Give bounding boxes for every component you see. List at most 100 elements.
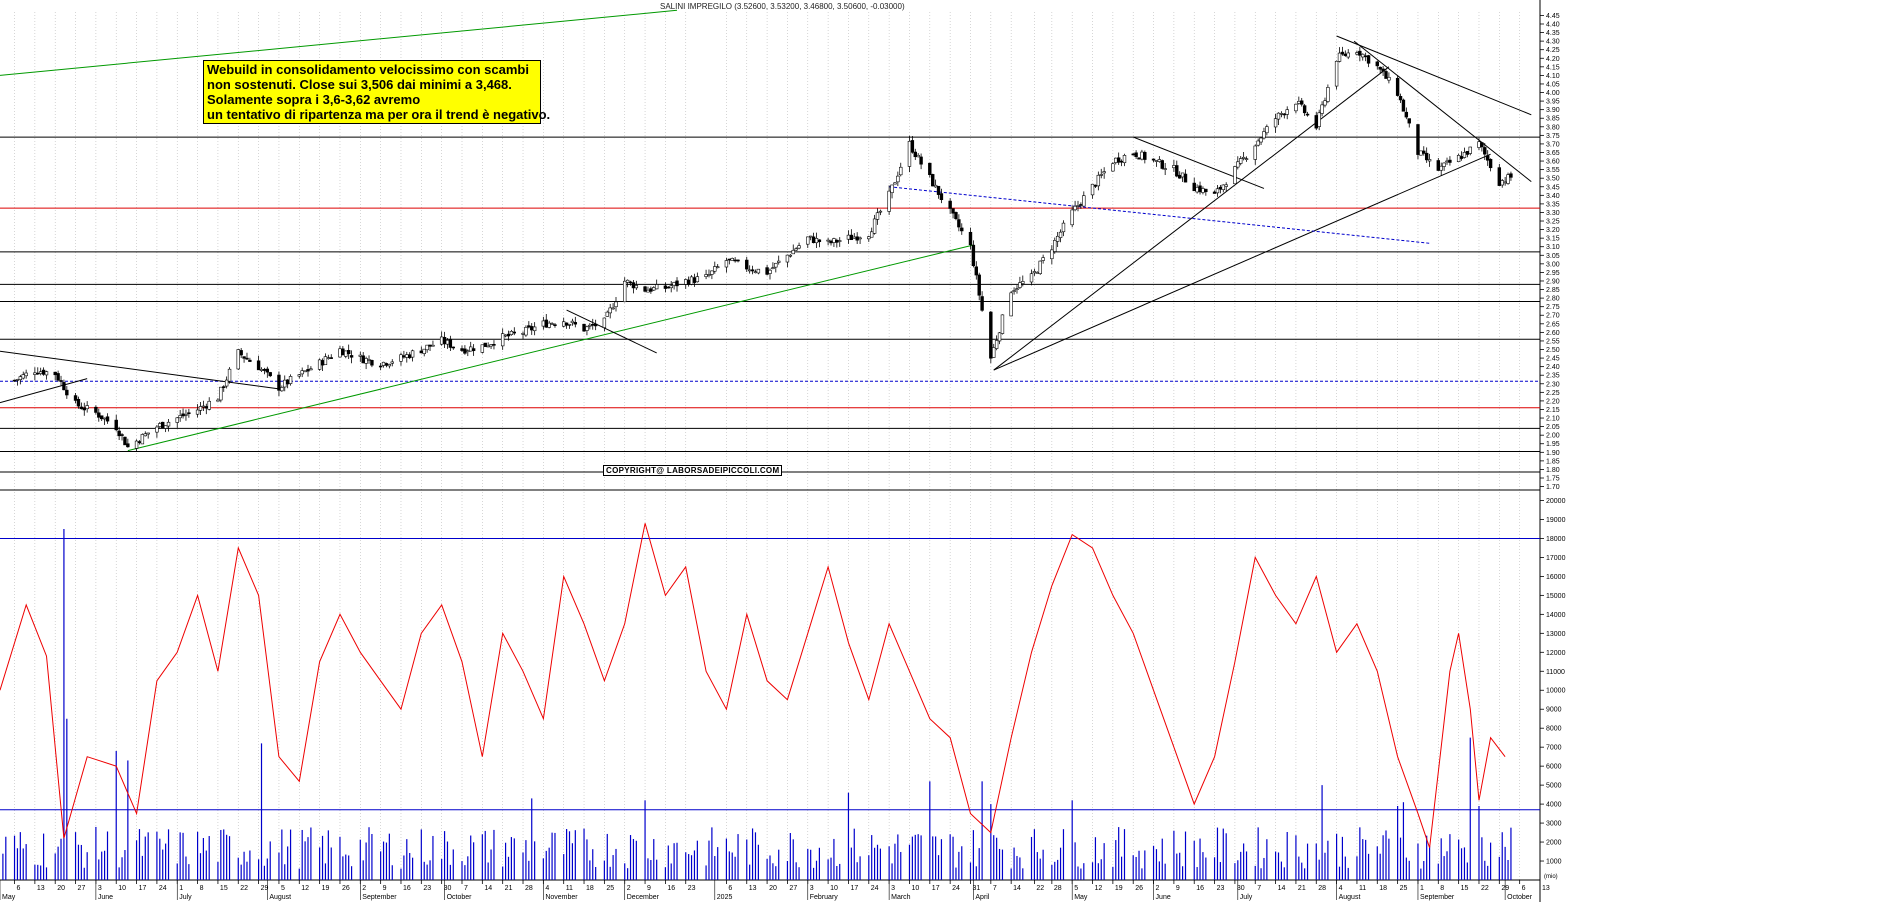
candle [65,386,69,399]
candle-body [1483,147,1487,155]
candle-body [1032,271,1037,274]
candle [18,374,23,385]
price-tick-label: 2.95 [1546,270,1560,277]
candle [1366,54,1371,68]
candle [957,214,961,232]
candle-body [219,386,223,401]
candle-body [686,279,691,285]
volume-tick-label: 16000 [1546,574,1566,581]
candle [1340,46,1345,56]
x-tick-label: 13 [1542,885,1550,892]
candle-body [222,386,226,388]
candle-body [628,281,633,284]
candle [634,280,639,290]
candle [204,403,209,415]
candle [407,352,412,360]
candle-body [445,339,450,345]
candle [997,331,1002,345]
candle [1401,98,1406,112]
x-tick-label: 28 [525,885,533,892]
x-tick-label: 10 [830,885,838,892]
candle [1233,166,1237,185]
candle-body [1096,174,1101,187]
candle [506,330,511,341]
candle-body [663,285,668,289]
candle-body [672,282,676,286]
candle-body [323,356,328,366]
candle [1212,190,1217,194]
candle [143,431,147,437]
candle-body [198,406,203,411]
candle-body [745,259,749,270]
candle-body [227,368,232,382]
candle [442,331,447,349]
price-tick-label: 4.20 [1546,56,1560,63]
candle [1326,84,1330,104]
candle-body [1279,113,1284,115]
candle [907,135,912,173]
candle-body [652,287,656,291]
x-tick-label: 10 [911,885,919,892]
candle [747,265,752,274]
candle-body [765,267,769,275]
candle [361,352,365,364]
candle [163,425,168,433]
candle-body [869,231,874,238]
price-tick-label: 3.00 [1546,261,1560,268]
candle [887,185,891,215]
candle-body [968,231,973,246]
candle-body [1480,142,1484,148]
candle [256,355,261,371]
candle [469,341,473,352]
candle-body [989,311,993,359]
candle [1177,171,1182,179]
candle [977,272,981,301]
candle [99,415,104,421]
candle [666,286,671,289]
candle-body [1131,153,1135,156]
candle-body [939,193,944,201]
candle [1102,167,1106,179]
candle [954,211,958,221]
candle-body [448,338,453,348]
candle-body [553,324,557,326]
candle [893,182,897,185]
candle [466,349,470,357]
candle-body [306,369,310,372]
candle [649,286,653,294]
candle [1163,162,1167,176]
candle [1509,171,1513,181]
candle-body [390,361,394,364]
candle-body [1442,162,1446,167]
volume-tick-label: 6000 [1546,764,1562,771]
candle-body [527,325,531,328]
candle-body [503,334,508,337]
candle [553,323,557,328]
candle [1053,237,1057,254]
candle-body [1018,282,1022,288]
candle-body [1102,171,1106,174]
x-tick-label: 30 [1237,885,1245,892]
candle-body [747,269,752,272]
volume-tick-label: 11000 [1546,669,1565,676]
price-tick-label: 4.15 [1546,64,1560,71]
candle-body [425,344,429,351]
candle [858,236,862,245]
candle [114,414,118,432]
candle-body [1500,180,1504,186]
candle [768,268,772,280]
candle-body [1323,100,1327,106]
candle [867,235,871,242]
candle-body [1358,50,1362,56]
candle-body [442,337,447,345]
candle-body [346,350,351,355]
candle [777,255,781,265]
price-tick-label: 3.60 [1546,159,1560,166]
candle [1404,107,1409,120]
candle [1358,46,1362,62]
candle [1137,157,1141,160]
volume-tick-label: 12000 [1546,650,1566,657]
candle-body [207,400,211,410]
price-tick-label: 1.80 [1546,467,1560,474]
candle-body [1445,160,1449,163]
